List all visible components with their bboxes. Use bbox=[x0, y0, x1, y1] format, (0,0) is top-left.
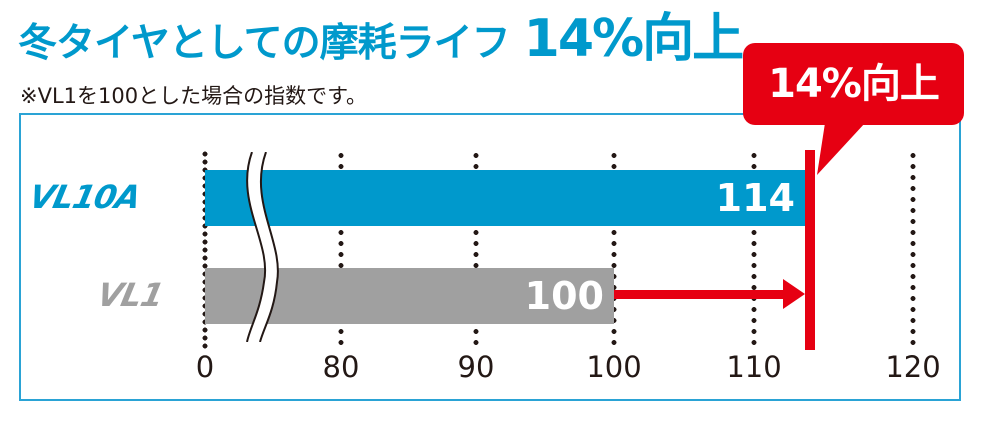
title-highlight: 14%向上 bbox=[523, 9, 744, 69]
tick-80: 80 bbox=[322, 350, 360, 384]
bar-vl10a: 114 bbox=[205, 170, 805, 226]
chart-frame bbox=[19, 113, 961, 401]
category-label-vl1: VL1 bbox=[93, 276, 167, 314]
gridline-100 bbox=[611, 150, 617, 350]
callout-tail-icon bbox=[817, 123, 865, 175]
target-marker-line bbox=[805, 150, 815, 350]
gridline-110 bbox=[751, 150, 757, 350]
callout-text: 14%向上 bbox=[768, 61, 940, 107]
gridline-80 bbox=[338, 150, 344, 350]
increase-arrow-shaft bbox=[614, 290, 784, 299]
axis-break-icon bbox=[246, 152, 279, 342]
arrow-head-icon bbox=[783, 279, 805, 309]
gridline-90 bbox=[473, 150, 479, 350]
title-text: 冬タイヤとしての摩耗ライフ bbox=[18, 21, 511, 66]
tick-100: 100 bbox=[586, 350, 642, 384]
gridline-0 bbox=[202, 150, 208, 350]
footnote: ※VL1を100とした場合の指数です。 bbox=[20, 84, 368, 108]
category-label-vl10a: VL10A bbox=[25, 178, 144, 216]
tick-110: 110 bbox=[726, 350, 782, 384]
gridline-120 bbox=[910, 150, 916, 350]
tick-120: 120 bbox=[885, 350, 941, 384]
page-title: 冬タイヤとしての摩耗ライフ 14%向上 bbox=[18, 13, 744, 69]
tick-90: 90 bbox=[457, 350, 495, 384]
improvement-callout: 14%向上 bbox=[743, 43, 964, 125]
bar-value-vl10a: 114 bbox=[715, 176, 795, 220]
tick-0: 0 bbox=[195, 350, 215, 384]
bar-value-vl1: 100 bbox=[524, 274, 604, 318]
